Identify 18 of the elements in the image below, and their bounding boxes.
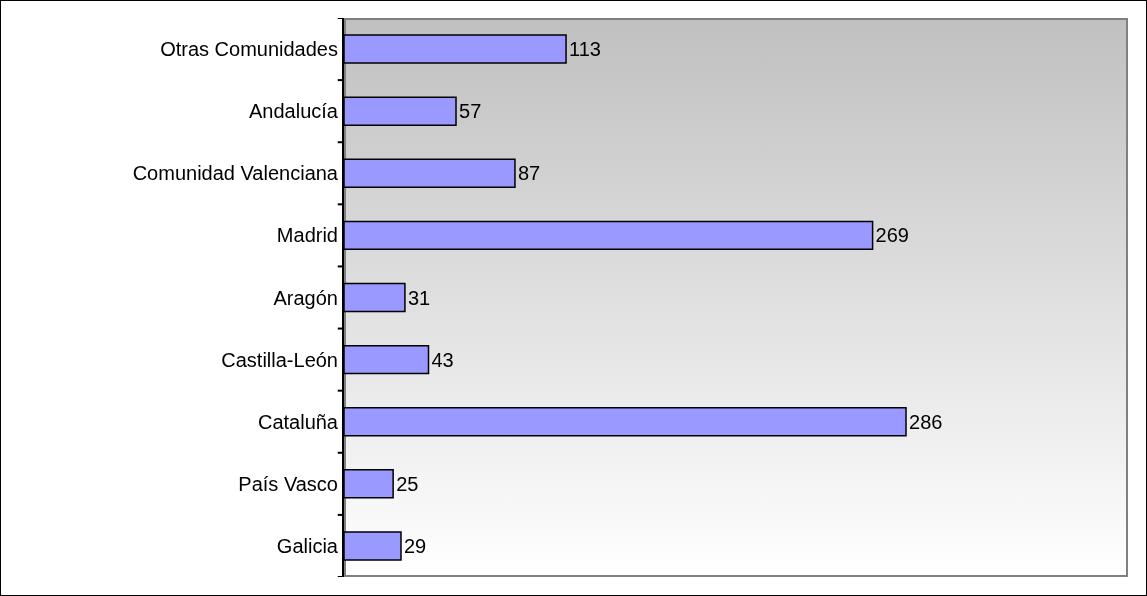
data-label: 29 <box>403 534 427 557</box>
y-tick-label: Cataluña <box>257 410 339 433</box>
y-tick-label: Galicia <box>276 534 339 557</box>
data-label: 269 <box>875 224 909 247</box>
y-tick-label: Otras Comunidades <box>160 38 338 61</box>
data-label: 31 <box>407 286 431 309</box>
data-label: 57 <box>459 100 482 123</box>
data-label: 113 <box>569 38 601 61</box>
y-tick-label: País Vasco <box>238 472 338 495</box>
data-label: 43 <box>431 348 454 371</box>
y-tick-label: Andalucía <box>249 100 339 123</box>
y-tick-label: Castilla-León <box>221 348 338 371</box>
y-tick-label: Aragón <box>273 286 338 309</box>
data-label: 87 <box>517 162 541 185</box>
y-tick-label: Madrid <box>276 224 338 247</box>
data-label: 286 <box>909 410 943 433</box>
data-label: 25 <box>396 472 419 495</box>
y-tick-label: Comunidad Valenciana <box>132 162 339 185</box>
